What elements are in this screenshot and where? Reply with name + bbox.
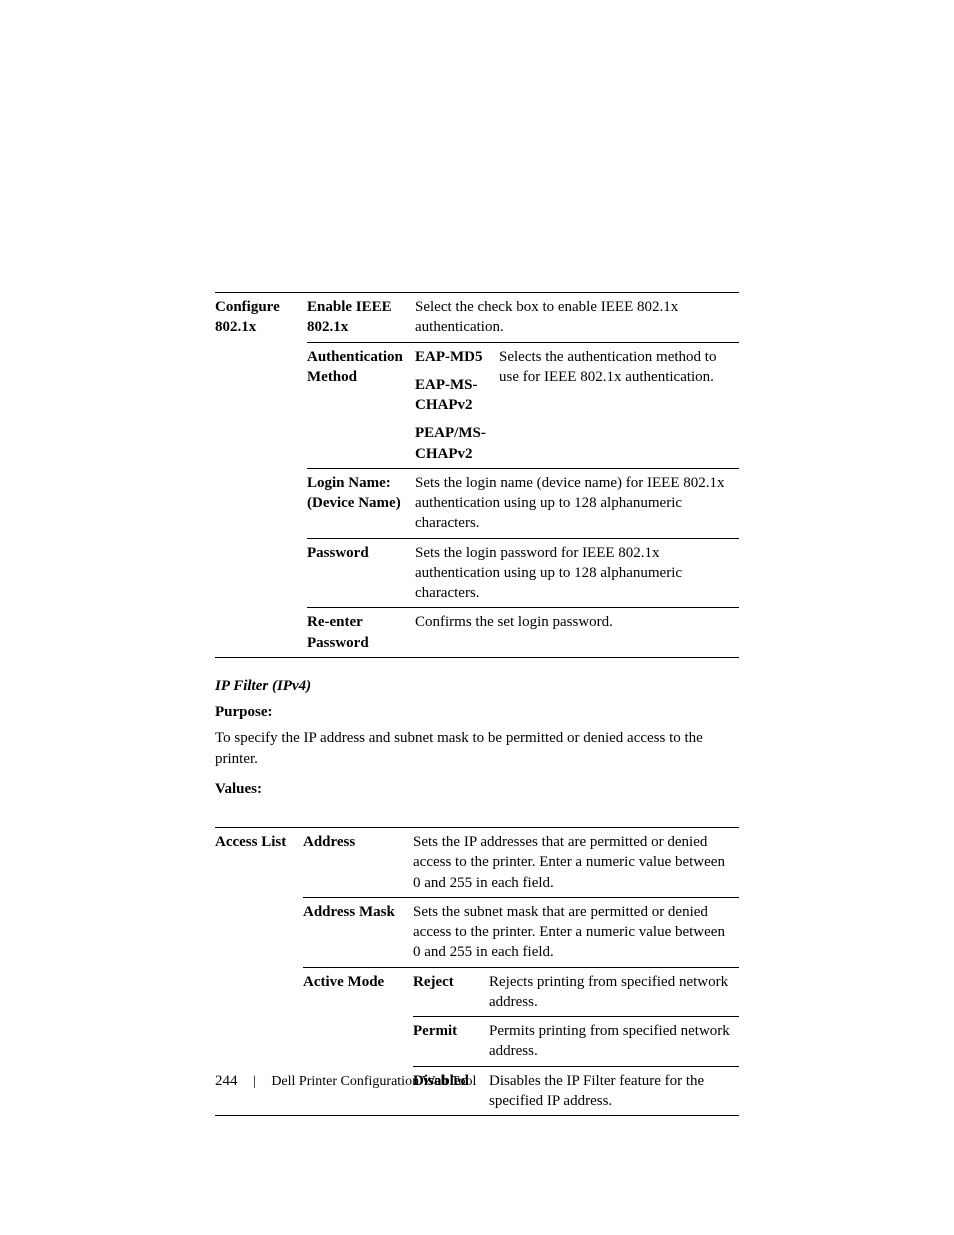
row-reenter-desc: Confirms the set login password.	[415, 608, 739, 658]
configure-8021x-table: Configure 802.1x Enable IEEE 802.1x Sele…	[215, 292, 739, 658]
row-mask-label: Address Mask	[303, 897, 413, 967]
active-opt-2-desc: Disables the IP Filter feature for the s…	[489, 1066, 739, 1116]
purpose-label: Purpose:	[215, 702, 739, 722]
active-opt-0-desc: Rejects printing from specified network …	[489, 967, 739, 1017]
auth-opt-1: EAP-MS-CHAPv2	[415, 371, 499, 420]
auth-opt-0: EAP-MD5	[415, 342, 499, 371]
page-footer: 244 | Dell Printer Configuration Web Too…	[215, 1071, 476, 1092]
row-login-label: Login Name: (Device Name)	[307, 468, 415, 538]
footer-title: Dell Printer Configuration Web Tool	[271, 1074, 476, 1089]
footer-separator: |	[253, 1074, 256, 1089]
purpose-text: To specify the IP address and subnet mas…	[215, 728, 739, 769]
page-number: 244	[215, 1073, 238, 1089]
row-login-desc: Sets the login name (device name) for IE…	[415, 468, 739, 538]
active-opt-1-desc: Permits printing from specified network …	[489, 1017, 739, 1067]
ip-filter-heading: IP Filter (IPv4)	[215, 676, 739, 696]
row-auth-desc: Selects the authentication method to use…	[499, 342, 739, 468]
values-label: Values:	[215, 779, 739, 799]
table1-col1: Configure 802.1x	[215, 293, 307, 658]
row-auth-label: Authentication Method	[307, 342, 415, 468]
page-content: Configure 802.1x Enable IEEE 802.1x Sele…	[215, 292, 739, 1124]
row-address-desc: Sets the IP addresses that are permitted…	[413, 828, 739, 898]
row-active-label: Active Mode	[303, 967, 413, 1116]
auth-opt-2: PEAP/MS-CHAPv2	[415, 419, 499, 468]
row-enable-label: Enable IEEE 802.1x	[307, 293, 415, 343]
row-password-desc: Sets the login password for IEEE 802.1x …	[415, 538, 739, 608]
active-opt-0-name: Reject	[413, 967, 489, 1017]
row-password-label: Password	[307, 538, 415, 608]
row-enable-desc: Select the check box to enable IEEE 802.…	[415, 293, 739, 343]
row-reenter-label: Re-enter Password	[307, 608, 415, 658]
row-address-label: Address	[303, 828, 413, 898]
active-opt-1-name: Permit	[413, 1017, 489, 1067]
row-mask-desc: Sets the subnet mask that are permitted …	[413, 897, 739, 967]
